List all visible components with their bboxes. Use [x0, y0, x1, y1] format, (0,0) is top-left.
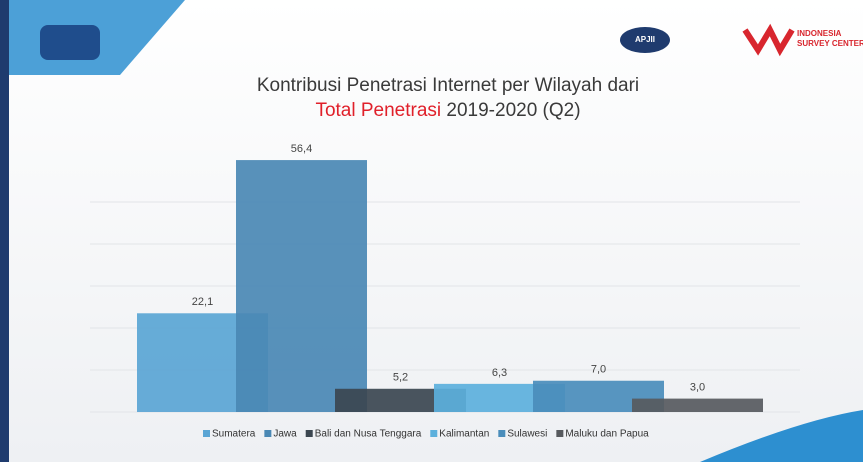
bottom-swoosh: [700, 410, 863, 462]
left-strip: [0, 0, 9, 462]
value-label: 56,4: [291, 143, 312, 155]
value-label: 5,2: [393, 372, 408, 384]
value-label: 6,3: [492, 367, 507, 379]
legend-swatch: [498, 430, 506, 437]
subtitle-highlight: Total Penetrasi: [315, 100, 441, 121]
chart-title: Kontribusi Penetrasi Internet per Wilaya…: [257, 75, 639, 96]
value-label: 7,0: [591, 364, 606, 376]
logo-text: SURVEY CENTER: [797, 39, 863, 48]
value-label: 3,0: [690, 382, 705, 394]
rating-icon: [40, 25, 100, 60]
subtitle-rest: 2019-2020 (Q2): [446, 100, 580, 121]
legend-swatch: [264, 430, 272, 437]
chart-subtitle: Total Penetrasi 2019-2020 (Q2): [315, 100, 580, 121]
legend-swatch: [556, 430, 564, 437]
apjii-logo: [620, 27, 670, 53]
legend-swatch: [305, 430, 313, 437]
logo-text: APJII: [635, 35, 655, 44]
bar: [632, 398, 763, 412]
value-label: 22,1: [192, 296, 213, 308]
legend-label: Bali dan Nusa Tenggara: [315, 429, 422, 440]
legend-label: Sumatera: [212, 429, 256, 440]
bar: [335, 388, 466, 412]
legend-swatch: [430, 430, 438, 437]
legend-label: Sulawesi: [507, 429, 547, 440]
legend-label: Jawa: [273, 429, 297, 440]
legend-label: Maluku dan Papua: [565, 429, 649, 440]
legend-swatch: [203, 430, 210, 437]
isc-logo: [742, 23, 795, 57]
bar: [236, 160, 367, 412]
legend-label: Kalimantan: [439, 429, 489, 440]
logo-text: INDONESIA: [797, 29, 842, 38]
